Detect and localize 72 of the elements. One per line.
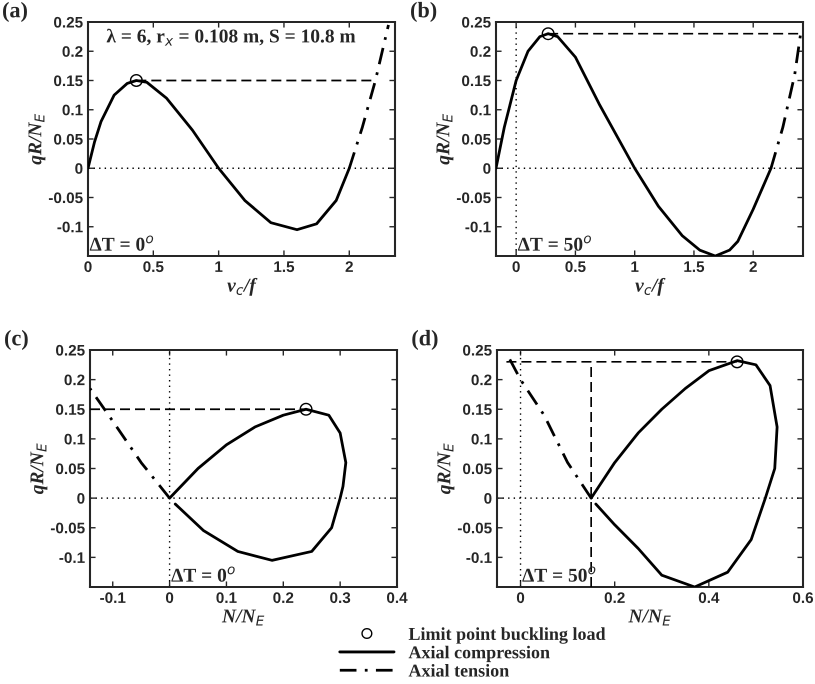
x-tick-label: 1 [631,261,639,272]
y-tick-label: 0.2 [470,46,491,57]
y-tick-label: 0.2 [62,46,83,57]
x-tick-label: 0.5 [565,261,586,272]
annotation: ΔT = 50$^{o}$ [518,236,591,251]
y-tick-label: -0.05 [48,192,83,204]
legend-label: Limit point buckling load [408,627,606,644]
y-tick-label: 0.1 [470,104,491,116]
x-tick-label: 0 [512,261,520,272]
annotation: ΔT = 50$^{o}$ [522,566,596,582]
text: (d) [412,330,438,350]
y-axis-title: qR/N$_{E}$ [437,443,454,494]
y-tick-label: -0.05 [50,522,85,534]
y-tick-label: -0.1 [465,222,491,232]
legend-label: Axial tension [408,664,509,677]
legend-label: Axial compression [408,646,550,662]
x-axis-title: N/N$_{E}$ [628,610,671,626]
y-tick-label: 0 [75,163,83,174]
annotation: λ = 6, r$_{x}$ = 0.108 m, S = 10.8 m [106,28,356,46]
y-tick-label: 0 [483,163,491,174]
x-tick-label: 1.5 [274,261,294,272]
text: (b) [411,2,436,22]
x-axis-title: N/N$_{E}$ [222,610,264,626]
y-tick-label: 0.05 [54,134,83,145]
y-tick-label: 0.15 [462,75,491,86]
y-tick-label: -0.1 [57,222,83,232]
x-tick-label: 0.2 [604,592,625,604]
annotation: ΔT = 0$^{o}$ [90,236,154,251]
y-tick-label: 0.05 [56,463,85,474]
y-tick-label: 0.25 [56,344,85,356]
x-tick-label: 0.4 [386,592,408,604]
x-tick-label: 0.1 [216,592,237,604]
y-tick-label: 0.25 [463,344,492,356]
x-tick-label: 2 [750,261,757,272]
y-tick-label: -0.1 [466,552,492,564]
x-tick-label: 0 [84,261,92,272]
x-tick-label: 0.5 [143,261,164,272]
y-tick-label: 0.15 [463,404,492,415]
y-tick-label: 0 [484,492,492,504]
y-tick-label: 0.1 [64,434,85,445]
y-tick-label: 0.15 [54,75,83,86]
y-axis-title: qR/N$_{E}$ [30,443,48,494]
x-tick-label: 0.6 [792,592,814,604]
y-tick-label: 0 [77,492,85,504]
y-tick-label: -0.05 [456,192,491,204]
x-tick-label: 0.4 [698,592,720,604]
x-tick-label: 1 [215,261,222,272]
y-tick-label: 0.2 [472,374,492,386]
y-tick-label: 0.15 [56,404,85,415]
y-tick-label: 0.05 [462,134,491,145]
x-tick-label: 0.2 [273,592,294,604]
annotation: ΔT = 0$^{o}$ [171,566,235,582]
y-tick-label: 0.1 [62,104,83,116]
y-tick-label: 0.1 [472,434,492,445]
text: (c) [5,330,28,350]
y-tick-label: -0.05 [458,522,492,534]
text: (a) [3,2,27,22]
y-axis-title: qR/N$_{E}$ [436,114,454,165]
y-tick-label: 0.25 [462,16,491,28]
x-tick-label: 0 [166,592,174,604]
y-tick-label: 0.05 [463,463,492,474]
y-tick-label: 0.25 [54,16,83,28]
x-tick-label: 1.5 [684,261,704,272]
x-axis-title: v$_{c}$/f [227,278,258,296]
x-axis-title: v$_{c}$/f [635,278,666,296]
x-tick-label: 0 [516,592,524,604]
x-tick-label: 2 [346,261,353,272]
y-tick-label: -0.1 [59,552,85,564]
y-axis-title: qR/N$_{E}$ [28,114,46,165]
y-tick-label: 0.2 [64,374,85,386]
x-tick-label: 0.3 [330,592,350,604]
x-tick-label: -0.1 [100,592,126,604]
